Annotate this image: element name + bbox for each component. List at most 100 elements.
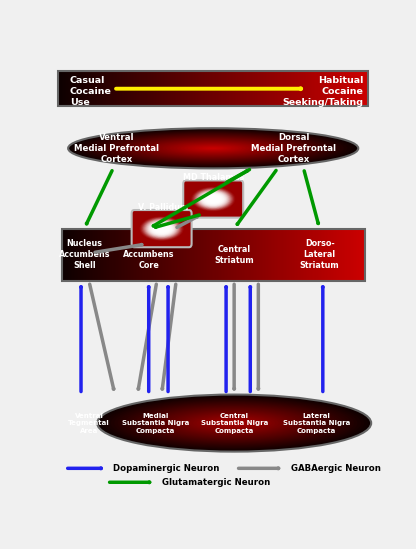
Ellipse shape [123, 136, 304, 161]
Bar [294, 228, 295, 282]
Ellipse shape [208, 197, 218, 201]
Text: Dorsal
Medial Prefrontal
Cortex: Dorsal Medial Prefrontal Cortex [251, 133, 336, 164]
Bar [318, 71, 320, 106]
Bar [328, 228, 330, 282]
Bar [165, 71, 167, 106]
Bar [180, 228, 181, 282]
Bar [163, 228, 165, 282]
Bar [309, 228, 310, 282]
Bar [151, 228, 153, 282]
Bar [133, 228, 134, 282]
Bar [86, 71, 88, 106]
Text: GABAergic Neuron: GABAergic Neuron [291, 464, 381, 473]
Ellipse shape [155, 407, 313, 440]
Bar [119, 71, 120, 106]
Ellipse shape [224, 421, 245, 425]
Bar [160, 228, 162, 282]
Bar [199, 71, 201, 106]
Ellipse shape [195, 146, 231, 151]
Ellipse shape [97, 132, 329, 164]
Bar [219, 228, 221, 282]
Text: V. Pallidum: V. Pallidum [138, 203, 188, 212]
Bar [186, 228, 188, 282]
Bar [311, 71, 312, 106]
Bar [196, 228, 198, 282]
Bar [347, 228, 348, 282]
Bar [122, 228, 124, 282]
Bar [257, 228, 259, 282]
Bar [324, 228, 325, 282]
Bar [281, 71, 283, 106]
Bar [106, 71, 108, 106]
Bar [291, 71, 292, 106]
Ellipse shape [207, 417, 262, 429]
Ellipse shape [173, 410, 296, 436]
Ellipse shape [108, 134, 318, 163]
Ellipse shape [177, 143, 250, 153]
Bar [348, 71, 349, 106]
Bar [121, 228, 122, 282]
Ellipse shape [181, 144, 246, 153]
Bar [203, 228, 204, 282]
Bar [292, 71, 294, 106]
Ellipse shape [183, 412, 285, 434]
Ellipse shape [193, 414, 275, 432]
Bar [306, 228, 307, 282]
Bar [218, 228, 219, 282]
Bar [286, 228, 287, 282]
Bar [94, 71, 96, 106]
Bar [120, 71, 122, 106]
Bar [362, 71, 363, 106]
Bar [243, 228, 245, 282]
Bar [339, 228, 340, 282]
Ellipse shape [114, 398, 354, 448]
Bar [137, 228, 139, 282]
Bar [62, 228, 365, 282]
Ellipse shape [148, 221, 176, 237]
Bar [103, 71, 105, 106]
Bar [148, 71, 150, 106]
Ellipse shape [206, 195, 220, 203]
Ellipse shape [176, 411, 292, 435]
Bar [313, 228, 315, 282]
Ellipse shape [203, 417, 265, 429]
Bar [356, 71, 357, 106]
Bar [83, 71, 85, 106]
Bar [317, 71, 318, 106]
Bar [72, 71, 74, 106]
Bar [314, 71, 315, 106]
Bar [260, 71, 261, 106]
Bar [200, 228, 201, 282]
Bar [145, 228, 146, 282]
Bar [207, 71, 208, 106]
Bar [63, 228, 65, 282]
Bar [230, 71, 232, 106]
Bar [103, 228, 104, 282]
Ellipse shape [162, 408, 306, 438]
Bar [315, 228, 316, 282]
Bar [116, 71, 117, 106]
Bar [80, 228, 82, 282]
Bar [262, 228, 263, 282]
Bar [327, 228, 328, 282]
Bar [99, 228, 101, 282]
Bar [151, 71, 153, 106]
Ellipse shape [188, 145, 239, 152]
Bar [322, 71, 323, 106]
Bar [145, 71, 147, 106]
Bar [127, 228, 129, 282]
Ellipse shape [121, 400, 347, 447]
Ellipse shape [170, 142, 257, 154]
Bar [340, 228, 342, 282]
Bar [240, 71, 241, 106]
Bar [238, 71, 240, 106]
Bar [177, 228, 178, 282]
Bar [142, 228, 144, 282]
Bar [366, 71, 368, 106]
Ellipse shape [141, 138, 286, 158]
Bar [171, 71, 173, 106]
Bar [222, 228, 224, 282]
Bar [360, 71, 362, 106]
Bar [332, 228, 333, 282]
Bar [342, 71, 343, 106]
